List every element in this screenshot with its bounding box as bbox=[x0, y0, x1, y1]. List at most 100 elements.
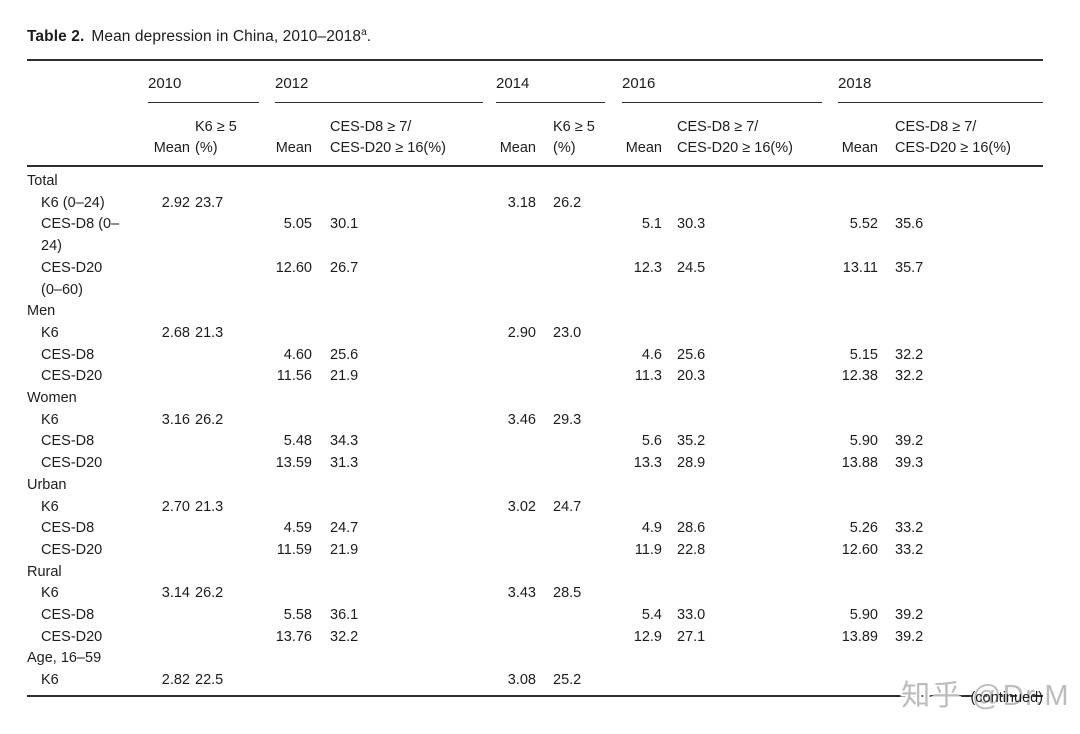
cutoff-header-2012: CES-D8 ≥ 7/ CES-D20 ≥ 16(%) bbox=[312, 102, 483, 167]
column-spacer bbox=[822, 670, 838, 697]
table-row: K6 2.70 21.3 3.02 24.7 bbox=[27, 497, 1043, 519]
pct-value-2010 bbox=[190, 540, 259, 562]
mean-value-2014 bbox=[496, 453, 536, 475]
pct-value-2014: 23.0 bbox=[553, 324, 582, 341]
pct-value-2012: 24.7 bbox=[330, 520, 359, 537]
mean-value-2010 bbox=[148, 345, 190, 367]
mean-value-2016: 5.1 bbox=[641, 216, 662, 233]
mean-value-2018: 12.60 bbox=[841, 541, 878, 558]
cutoff-header-2018: CES-D8 ≥ 7/ CES-D20 ≥ 16(%) bbox=[878, 102, 1043, 167]
pct-value-2012: 32.2 bbox=[330, 628, 359, 645]
mean-value-2010 bbox=[148, 258, 190, 301]
pct-value-2010 bbox=[190, 627, 259, 649]
mean-value-2010 bbox=[148, 627, 190, 649]
table-title-footnote-marker: a bbox=[361, 26, 367, 38]
pct-value-2010: 21.3 bbox=[195, 498, 224, 515]
mean-value-2010 bbox=[148, 431, 190, 453]
mean-header-2012: Mean bbox=[275, 102, 312, 167]
mean-value-2018: 5.90 bbox=[849, 433, 878, 450]
section-row: Urban bbox=[27, 475, 1043, 497]
mean-value-2018 bbox=[838, 410, 878, 432]
pct-value-2010 bbox=[190, 345, 259, 367]
column-spacer bbox=[822, 345, 838, 367]
mean-value-2014: 3.02 bbox=[507, 498, 536, 515]
column-spacer bbox=[259, 59, 275, 103]
column-spacer bbox=[259, 453, 275, 475]
mean-value-2014: 3.18 bbox=[507, 194, 536, 211]
mean-value-2016: 11.3 bbox=[634, 368, 662, 385]
year-header-2010: 2010 bbox=[148, 59, 259, 103]
row-label: K6 (0–24) bbox=[41, 194, 105, 211]
pct-value-2012 bbox=[312, 670, 483, 697]
pct-value-2012: 30.1 bbox=[330, 216, 359, 233]
column-spacer bbox=[822, 323, 838, 345]
table-row: CES-D20 11.56 21.9 11.3 20.3 12.38 32.2 bbox=[27, 366, 1043, 388]
column-spacer bbox=[605, 59, 622, 103]
pct-value-2010 bbox=[190, 366, 259, 388]
pct-value-2016 bbox=[662, 193, 822, 215]
row-label: CES-D8 bbox=[41, 346, 95, 363]
mean-value-2010: 2.68 bbox=[161, 324, 190, 341]
section-label: Age, 16–59 bbox=[27, 650, 102, 667]
mean-value-2018: 5.52 bbox=[849, 216, 878, 233]
pct-value-2014 bbox=[536, 518, 605, 540]
pct-value-2016: 27.1 bbox=[677, 628, 706, 645]
column-spacer bbox=[605, 193, 622, 215]
mean-value-2018 bbox=[838, 323, 878, 345]
column-spacer bbox=[483, 102, 496, 167]
column-spacer bbox=[259, 102, 275, 167]
column-spacer bbox=[483, 605, 496, 627]
mean-value-2018: 13.89 bbox=[841, 628, 878, 645]
pct-value-2012: 21.9 bbox=[330, 541, 359, 558]
pct-value-2012 bbox=[312, 410, 483, 432]
column-spacer bbox=[483, 670, 496, 697]
column-spacer bbox=[483, 540, 496, 562]
row-label: K6 bbox=[41, 498, 59, 515]
column-spacer bbox=[483, 410, 496, 432]
mean-header-2014: Mean bbox=[496, 102, 536, 167]
mean-value-2014 bbox=[496, 366, 536, 388]
column-spacer bbox=[259, 540, 275, 562]
column-spacer bbox=[822, 410, 838, 432]
pct-value-2012 bbox=[312, 193, 483, 215]
mean-value-2014: 3.08 bbox=[496, 670, 536, 697]
pct-value-2014 bbox=[536, 345, 605, 367]
continued-note: (continued) bbox=[970, 690, 1043, 706]
mean-header-2018: Mean bbox=[838, 102, 878, 167]
mean-value-2016 bbox=[622, 193, 662, 215]
pct-value-2010 bbox=[190, 258, 259, 301]
column-spacer bbox=[605, 323, 622, 345]
pct-value-2010: 26.2 bbox=[195, 585, 224, 602]
mean-value-2018: 13.88 bbox=[841, 455, 878, 472]
row-label-column-header bbox=[27, 59, 148, 103]
column-spacer bbox=[259, 627, 275, 649]
column-spacer bbox=[605, 497, 622, 519]
column-spacer bbox=[483, 323, 496, 345]
pct-value-2016 bbox=[662, 323, 822, 345]
column-spacer bbox=[259, 193, 275, 215]
section-row: Rural bbox=[27, 562, 1043, 584]
mean-value-2012: 4.59 bbox=[283, 520, 312, 537]
mean-value-2018: 5.15 bbox=[849, 346, 878, 363]
mean-value-2016: 11.9 bbox=[634, 541, 662, 558]
mean-value-2012 bbox=[275, 193, 312, 215]
mean-value-2012: 5.58 bbox=[283, 607, 312, 624]
pct-value-2012: 36.1 bbox=[330, 607, 359, 624]
mean-value-2012 bbox=[275, 497, 312, 519]
row-label: CES-D20 bbox=[41, 368, 103, 385]
section-label: Men bbox=[27, 303, 56, 320]
column-spacer bbox=[483, 214, 496, 257]
mean-value-2018 bbox=[838, 670, 878, 697]
mean-value-2012: 13.59 bbox=[275, 455, 312, 472]
column-spacer bbox=[259, 323, 275, 345]
pct-value-2016: 35.2 bbox=[677, 433, 706, 450]
table-row: CES-D20 13.59 31.3 13.3 28.9 13.88 39.3 bbox=[27, 453, 1043, 475]
mean-value-2010 bbox=[148, 214, 190, 257]
column-spacer bbox=[822, 366, 838, 388]
section-label: Total bbox=[27, 173, 58, 189]
column-spacer bbox=[822, 583, 838, 605]
mean-value-2012: 12.60 bbox=[275, 259, 312, 276]
pct-value-2018 bbox=[878, 583, 1043, 605]
column-spacer bbox=[822, 453, 838, 475]
column-spacer bbox=[605, 345, 622, 367]
